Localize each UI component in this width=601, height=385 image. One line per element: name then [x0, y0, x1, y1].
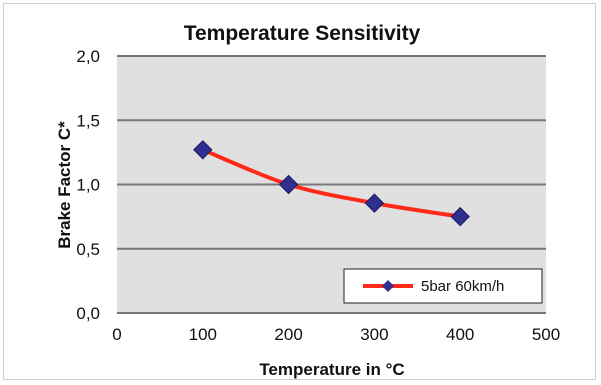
legend-label: 5bar 60km/h [421, 278, 504, 295]
series-layer [193, 140, 470, 227]
y-tick-label: 1,5 [76, 111, 100, 130]
legend: 5bar 60km/h [343, 268, 543, 304]
legend-diamond-marker [382, 280, 394, 292]
data-point-diamond [450, 206, 470, 227]
x-axis-title: Temperature in °C [259, 360, 404, 379]
y-axis-title: Brake Factor C* [55, 121, 74, 249]
y-tick-label: 0,5 [76, 240, 100, 259]
chart-title: Temperature Sensitivity [184, 22, 421, 45]
y-axis-ticks: 0,0 0,5 1,0 1,5 2,0 [76, 47, 100, 323]
data-point-diamond [364, 193, 385, 213]
data-point-diamond [193, 140, 213, 160]
x-tick-label: 100 [189, 325, 217, 344]
series-line [200, 147, 463, 219]
x-tick-label: 200 [274, 325, 302, 344]
x-tick-label: 0 [112, 325, 121, 344]
x-axis-ticks: 0 100 200 300 400 500 [112, 325, 560, 344]
y-tick-label: 0,0 [76, 304, 100, 323]
y-tick-label: 2,0 [76, 47, 100, 66]
x-tick-label: 500 [532, 325, 560, 344]
y-tick-label: 1,0 [76, 176, 100, 195]
x-tick-label: 400 [446, 325, 474, 344]
gridlines [117, 55, 546, 314]
x-tick-label: 300 [360, 325, 388, 344]
data-point-diamond [278, 174, 299, 195]
